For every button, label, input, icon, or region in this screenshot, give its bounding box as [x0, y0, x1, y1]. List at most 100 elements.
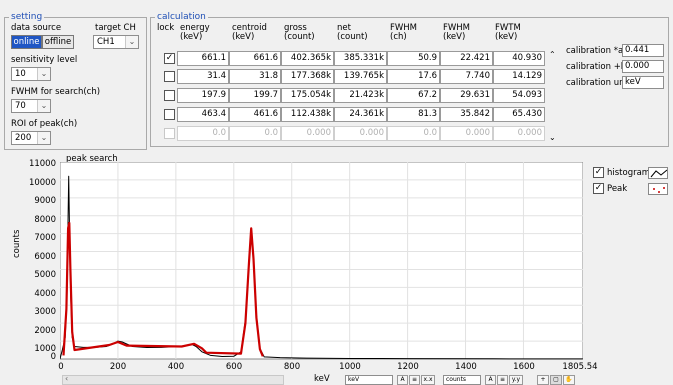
y-format-button[interactable]: ≡	[497, 375, 508, 385]
calibration-unit-field[interactable]: keV	[622, 76, 664, 89]
offline-button[interactable]: offline	[42, 35, 74, 49]
target-ch-label: target CH	[95, 23, 136, 33]
pan-tool-icon[interactable]: ✋	[563, 375, 575, 385]
fwhm-kev-cell[interactable]: 35.842	[440, 107, 493, 122]
fwhm-ch-cell[interactable]: 81.3	[387, 107, 440, 122]
centroid-cell[interactable]: 199.7	[229, 88, 281, 103]
fwhm-kev-cell[interactable]: 7.740	[440, 69, 493, 84]
net-cell[interactable]: 24.361k	[334, 107, 387, 122]
fwhm-ch-cell[interactable]: 17.6	[387, 69, 440, 84]
x-tick-label: 1000	[339, 362, 361, 372]
fwtm-cell[interactable]: 54.093	[493, 88, 545, 103]
lock-checkbox[interactable]	[164, 109, 175, 120]
peak-legend-label: Peak	[607, 184, 628, 194]
energy-cell[interactable]: 463.4	[177, 107, 229, 122]
net-cell[interactable]: 385.331k	[334, 51, 387, 66]
x-axis-unit-label: keV	[314, 374, 330, 384]
fwtm-cell[interactable]: 40.930	[493, 51, 545, 66]
header-fwhm-kev: FWHM (keV)	[443, 23, 471, 42]
lock-checkbox[interactable]	[164, 90, 175, 101]
gross-cell[interactable]: 112.438k	[281, 107, 334, 122]
fwhm-ch-cell[interactable]: 67.2	[387, 88, 440, 103]
header-gross: gross (count)	[284, 23, 315, 42]
x-tick-label: 200	[109, 362, 127, 372]
y-tick-label: 4000	[34, 289, 56, 299]
calibration-a-field[interactable]: 0.441	[622, 44, 664, 57]
table-scrollbar[interactable]: ⌃ ⌄	[548, 50, 558, 142]
x-tick-label: 1400	[455, 362, 477, 372]
fwhm-search-label: FWHM for search(ch)	[11, 87, 101, 97]
histogram-line-icon	[648, 167, 668, 179]
x-scrollbar[interactable]: ‹	[62, 374, 284, 385]
fwtm-cell[interactable]: 14.129	[493, 69, 545, 84]
fwhm-kev-cell[interactable]: 29.631	[440, 88, 493, 103]
scroll-up-icon[interactable]: ⌃	[549, 50, 556, 59]
cursor-tool-icon[interactable]: +	[537, 375, 549, 385]
peak-series-line	[62, 221, 264, 357]
y-autoscale-button[interactable]: A	[485, 375, 496, 385]
centroid-cell[interactable]: 461.6	[229, 107, 281, 122]
header-energy: energy (keV)	[180, 23, 210, 42]
calibration-unit-label: calibration unit	[566, 78, 631, 88]
energy-cell[interactable]: 661.1	[177, 51, 229, 66]
sensitivity-select[interactable]: 10 ⌄	[11, 67, 51, 81]
energy-cell[interactable]: 197.9	[177, 88, 229, 103]
centroid-cell[interactable]: 661.6	[229, 51, 281, 66]
chevron-down-icon: ⌄	[37, 68, 50, 80]
y-tick-label: 9000	[34, 196, 56, 206]
y-precision-button[interactable]: y.y	[509, 375, 523, 385]
fwhm-ch-cell: 0.0	[387, 126, 440, 141]
roi-select[interactable]: 200 ⌄	[11, 131, 51, 145]
fwhm-kev-cell[interactable]: 22.421	[440, 51, 493, 66]
setting-legend: setting	[9, 12, 45, 22]
x-format-button[interactable]: ≡	[409, 375, 420, 385]
x-tick-label: 1600	[513, 362, 535, 372]
header-net: net (count)	[337, 23, 368, 42]
net-cell[interactable]: 139.765k	[334, 69, 387, 84]
centroid-cell: 0.0	[229, 126, 281, 141]
header-centroid: centroid (keV)	[232, 23, 267, 42]
histogram-legend-checkbox[interactable]: ✓	[593, 167, 604, 178]
energy-cell[interactable]: 31.4	[177, 69, 229, 84]
fwhm-search-value: 70	[15, 101, 26, 111]
x-tick-label: 600	[225, 362, 243, 372]
x-autoscale-button[interactable]: A	[397, 375, 408, 385]
y-tick-label: 6000	[34, 252, 56, 262]
chevron-down-icon: ⌄	[37, 100, 50, 112]
fwtm-cell[interactable]: 65.430	[493, 107, 545, 122]
net-cell[interactable]: 21.423k	[334, 88, 387, 103]
fwhm-ch-cell[interactable]: 50.9	[387, 51, 440, 66]
scroll-left-icon[interactable]: ‹	[65, 374, 69, 383]
centroid-cell[interactable]: 31.8	[229, 69, 281, 84]
peak-legend-checkbox[interactable]: ✓	[593, 183, 604, 194]
x-tick-label: 0	[58, 362, 64, 372]
chevron-down-icon: ⌄	[37, 132, 50, 144]
gross-cell: 0.000	[281, 126, 334, 141]
scroll-down-icon[interactable]: ⌄	[549, 133, 556, 142]
x-precision-button[interactable]: x.x	[421, 375, 435, 385]
gross-cell[interactable]: 175.054k	[281, 88, 334, 103]
y-tick-label: 7000	[34, 233, 56, 243]
plot-title: peak search	[66, 154, 118, 164]
sensitivity-label: sensitivity level	[11, 55, 78, 65]
y-tick-label: 2000	[34, 326, 56, 336]
lock-checkbox[interactable]	[164, 71, 175, 82]
chevron-down-icon: ⌄	[125, 36, 138, 48]
calculation-group: calculation	[150, 12, 669, 147]
target-ch-select[interactable]: CH1 ⌄	[93, 35, 139, 49]
x-scale-field[interactable]: keV	[345, 375, 393, 385]
fwhm-search-select[interactable]: 70 ⌄	[11, 99, 51, 113]
calibration-b-field[interactable]: 0.000	[622, 60, 664, 73]
y-tick-label: 8000	[34, 215, 56, 225]
lock-checkbox[interactable]: ✓	[164, 53, 175, 64]
histogram-plot[interactable]	[60, 162, 583, 360]
gross-cell[interactable]: 177.368k	[281, 69, 334, 84]
lock-checkbox	[164, 128, 175, 139]
gross-cell[interactable]: 402.365k	[281, 51, 334, 66]
y-scale-field[interactable]: counts	[443, 375, 481, 385]
zoom-tool-icon[interactable]: ▢	[550, 375, 562, 385]
x-tick-label: 800	[283, 362, 301, 372]
online-button[interactable]: online	[11, 35, 42, 49]
y-tick-label: 5000	[34, 270, 56, 280]
x-tick-label: 1805.54	[562, 362, 598, 372]
